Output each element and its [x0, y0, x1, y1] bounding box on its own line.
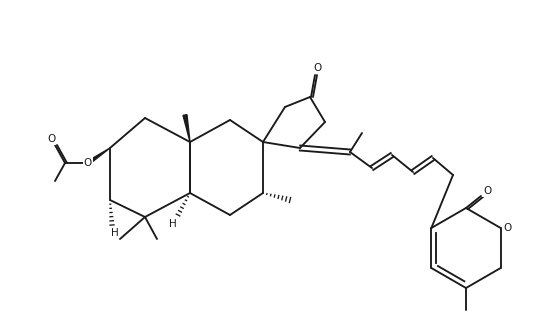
Polygon shape [87, 148, 110, 164]
Polygon shape [183, 114, 190, 142]
Text: H: H [111, 228, 119, 238]
Text: H: H [169, 219, 177, 229]
Text: O: O [84, 158, 92, 168]
Text: O: O [47, 134, 55, 144]
Text: O: O [483, 186, 491, 196]
Text: O: O [314, 63, 322, 73]
Text: O: O [504, 223, 512, 233]
